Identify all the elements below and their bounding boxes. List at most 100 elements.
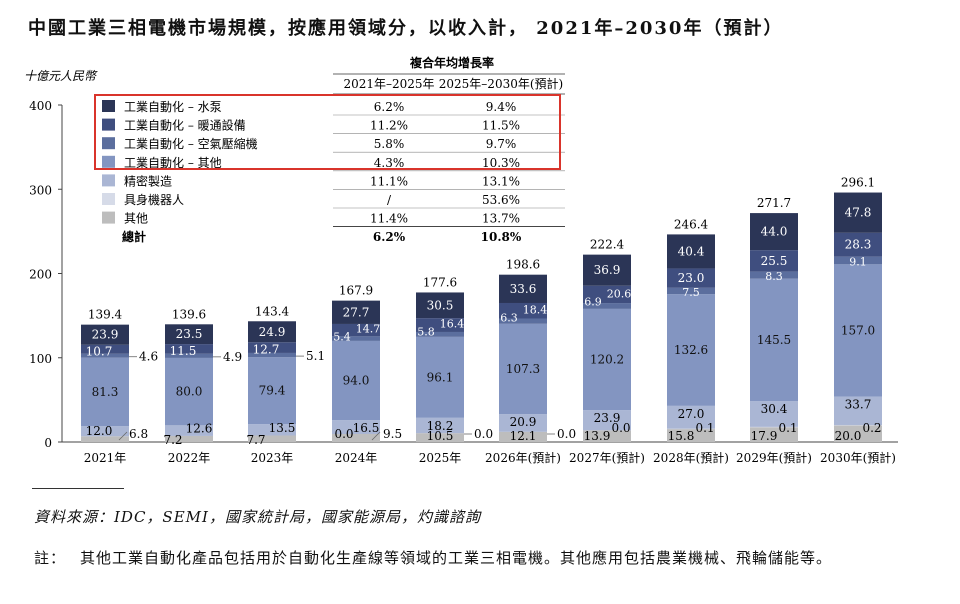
legend-label: 工業自動化 – 暖通設備 [124,118,246,133]
x-tick-label: 2023年 [251,451,294,465]
bar-total-label: 271.7 [757,196,791,210]
value-label-hvac: 25.5 [761,254,788,268]
value-label-robot: 0.0 [611,421,630,435]
bar-total-label: 246.4 [674,217,709,231]
value-label-automation-other: 80.0 [176,385,203,399]
value-label-others: 15.8 [668,429,695,443]
value-label-precision: 12.0 [86,424,113,438]
x-tick-label: 2026年(預計) [485,450,561,465]
legend-swatch-compressor [102,137,115,149]
value-label-compressor: 9.1 [849,255,867,268]
value-label-others: 10.5 [427,429,454,443]
value-label-others: 20.0 [835,429,862,443]
x-tick-label: 2025年 [419,451,462,465]
value-label-pump: 24.9 [259,325,286,339]
x-tick-label: 2022年 [168,451,211,465]
value-label-compressor: 6.9 [584,295,602,308]
cagr-value-2021-2025: 4.3% [374,156,405,170]
value-label-compressor: 4.6 [139,350,158,364]
y-tick-label: 200 [29,268,52,282]
y-tick-label: 400 [29,99,52,113]
value-label-others: 7.7 [246,433,265,447]
value-label-others: 17.9 [751,429,778,443]
value-label-others: 9.5 [383,427,402,441]
legend-swatch-hvac [102,119,115,131]
value-label-automation-other: 79.4 [259,384,286,398]
value-label-precision: 16.5 [353,421,380,435]
y-axis-label: 十億元人民幣 [24,69,98,83]
cagr-value-2021-2025: 6.2% [374,100,405,114]
value-label-compressor: 5.1 [306,349,325,363]
bar-total-label: 198.6 [506,258,540,272]
value-label-automation-other: 145.5 [757,333,791,347]
value-label-automation-other: 120.2 [590,353,624,367]
value-label-pump: 36.9 [594,263,621,277]
value-label-robot: 0.2 [862,421,881,435]
value-label-compressor: 8.3 [765,270,783,283]
cagr-value-2025-2030: 10.8% [481,230,522,244]
value-label-robot: 0.0 [334,427,353,441]
cagr-value-2025-2030: 13.1% [482,174,520,188]
value-label-hvac: 23.0 [678,271,705,285]
x-tick-label: 2021年 [84,451,127,465]
cagr-value-2025-2030: 13.7% [482,212,520,226]
value-label-others: 6.8 [129,427,148,441]
y-tick-label: 100 [29,352,52,366]
value-label-pump: 30.5 [427,298,454,312]
stacked-bar-chart: 0100200300400十億元人民幣2021年139.423.981.310.… [0,0,960,480]
value-label-pump: 23.9 [92,328,119,342]
x-tick-label: 2030年(預計) [820,450,896,465]
y-tick-label: 0 [44,436,52,450]
cagr-value-2021-2025: 11.4% [370,212,408,226]
bar-total-label: 222.4 [590,238,625,252]
bar-total-label: 177.6 [423,275,457,289]
value-label-pump: 47.8 [845,206,872,220]
bar-total-label: 139.6 [172,307,206,321]
value-label-pump: 44.0 [761,225,788,239]
x-tick-label: 2029年(預計) [736,450,812,465]
cagr-column-header: 2021年–2025年 [343,77,434,91]
legend-label: 精密製造 [124,173,172,188]
value-label-hvac: 20.6 [607,287,632,300]
legend-label: 具身機器人 [124,192,184,207]
value-label-automation-other: 132.6 [674,343,708,357]
value-label-hvac: 28.3 [845,238,872,252]
value-label-precision: 20.9 [510,415,537,429]
cagr-value-2025-2030: 53.6% [482,193,520,207]
value-label-pump: 33.6 [510,282,537,296]
bar-total-label: 296.1 [841,176,875,190]
value-label-robot: 0.1 [695,421,714,435]
legend-swatch-others [102,212,115,224]
value-label-others: 7.2 [163,433,182,447]
x-tick-label: 2024年 [335,451,378,465]
value-label-automation-other: 157.0 [841,323,875,337]
legend-label: 工業自動化 – 水泵 [124,100,222,114]
cagr-value-2021-2025: 5.8% [374,137,405,151]
x-tick-label: 2027年(預計) [569,450,645,465]
bar-total-label: 139.4 [88,308,123,322]
legend-label: 其他 [124,212,148,226]
footnote-divider [32,488,124,489]
value-label-precision: 13.5 [269,421,296,435]
value-label-hvac: 16.4 [440,318,465,331]
cagr-value-2021-2025: / [387,193,392,207]
cagr-header: 複合年均增長率 [409,55,494,70]
legend-swatch-robot [102,193,115,205]
value-label-automation-other: 81.3 [92,385,119,399]
value-label-pump: 23.5 [176,327,203,341]
legend-swatch-precision [102,174,115,186]
cagr-value-2025-2030: 11.5% [482,119,520,133]
source-note: 資料來源：IDC，SEMI，國家統計局，國家能源局，灼識諮詢 [34,506,481,527]
value-label-precision: 27.0 [678,407,705,421]
value-label-compressor: 5.8 [417,326,435,339]
value-label-compressor: 6.3 [500,311,518,324]
legend-swatch-pump [102,100,115,112]
bar-total-label: 143.4 [255,304,290,318]
value-label-pump: 40.4 [678,244,705,258]
cagr-value-2025-2030: 9.4% [486,100,517,114]
value-label-robot: 0.1 [778,421,797,435]
value-label-others: 12.1 [510,429,537,443]
legend-label: 總計 [122,229,146,244]
value-label-compressor: 4.9 [223,350,242,364]
value-label-precision: 33.7 [845,398,872,412]
